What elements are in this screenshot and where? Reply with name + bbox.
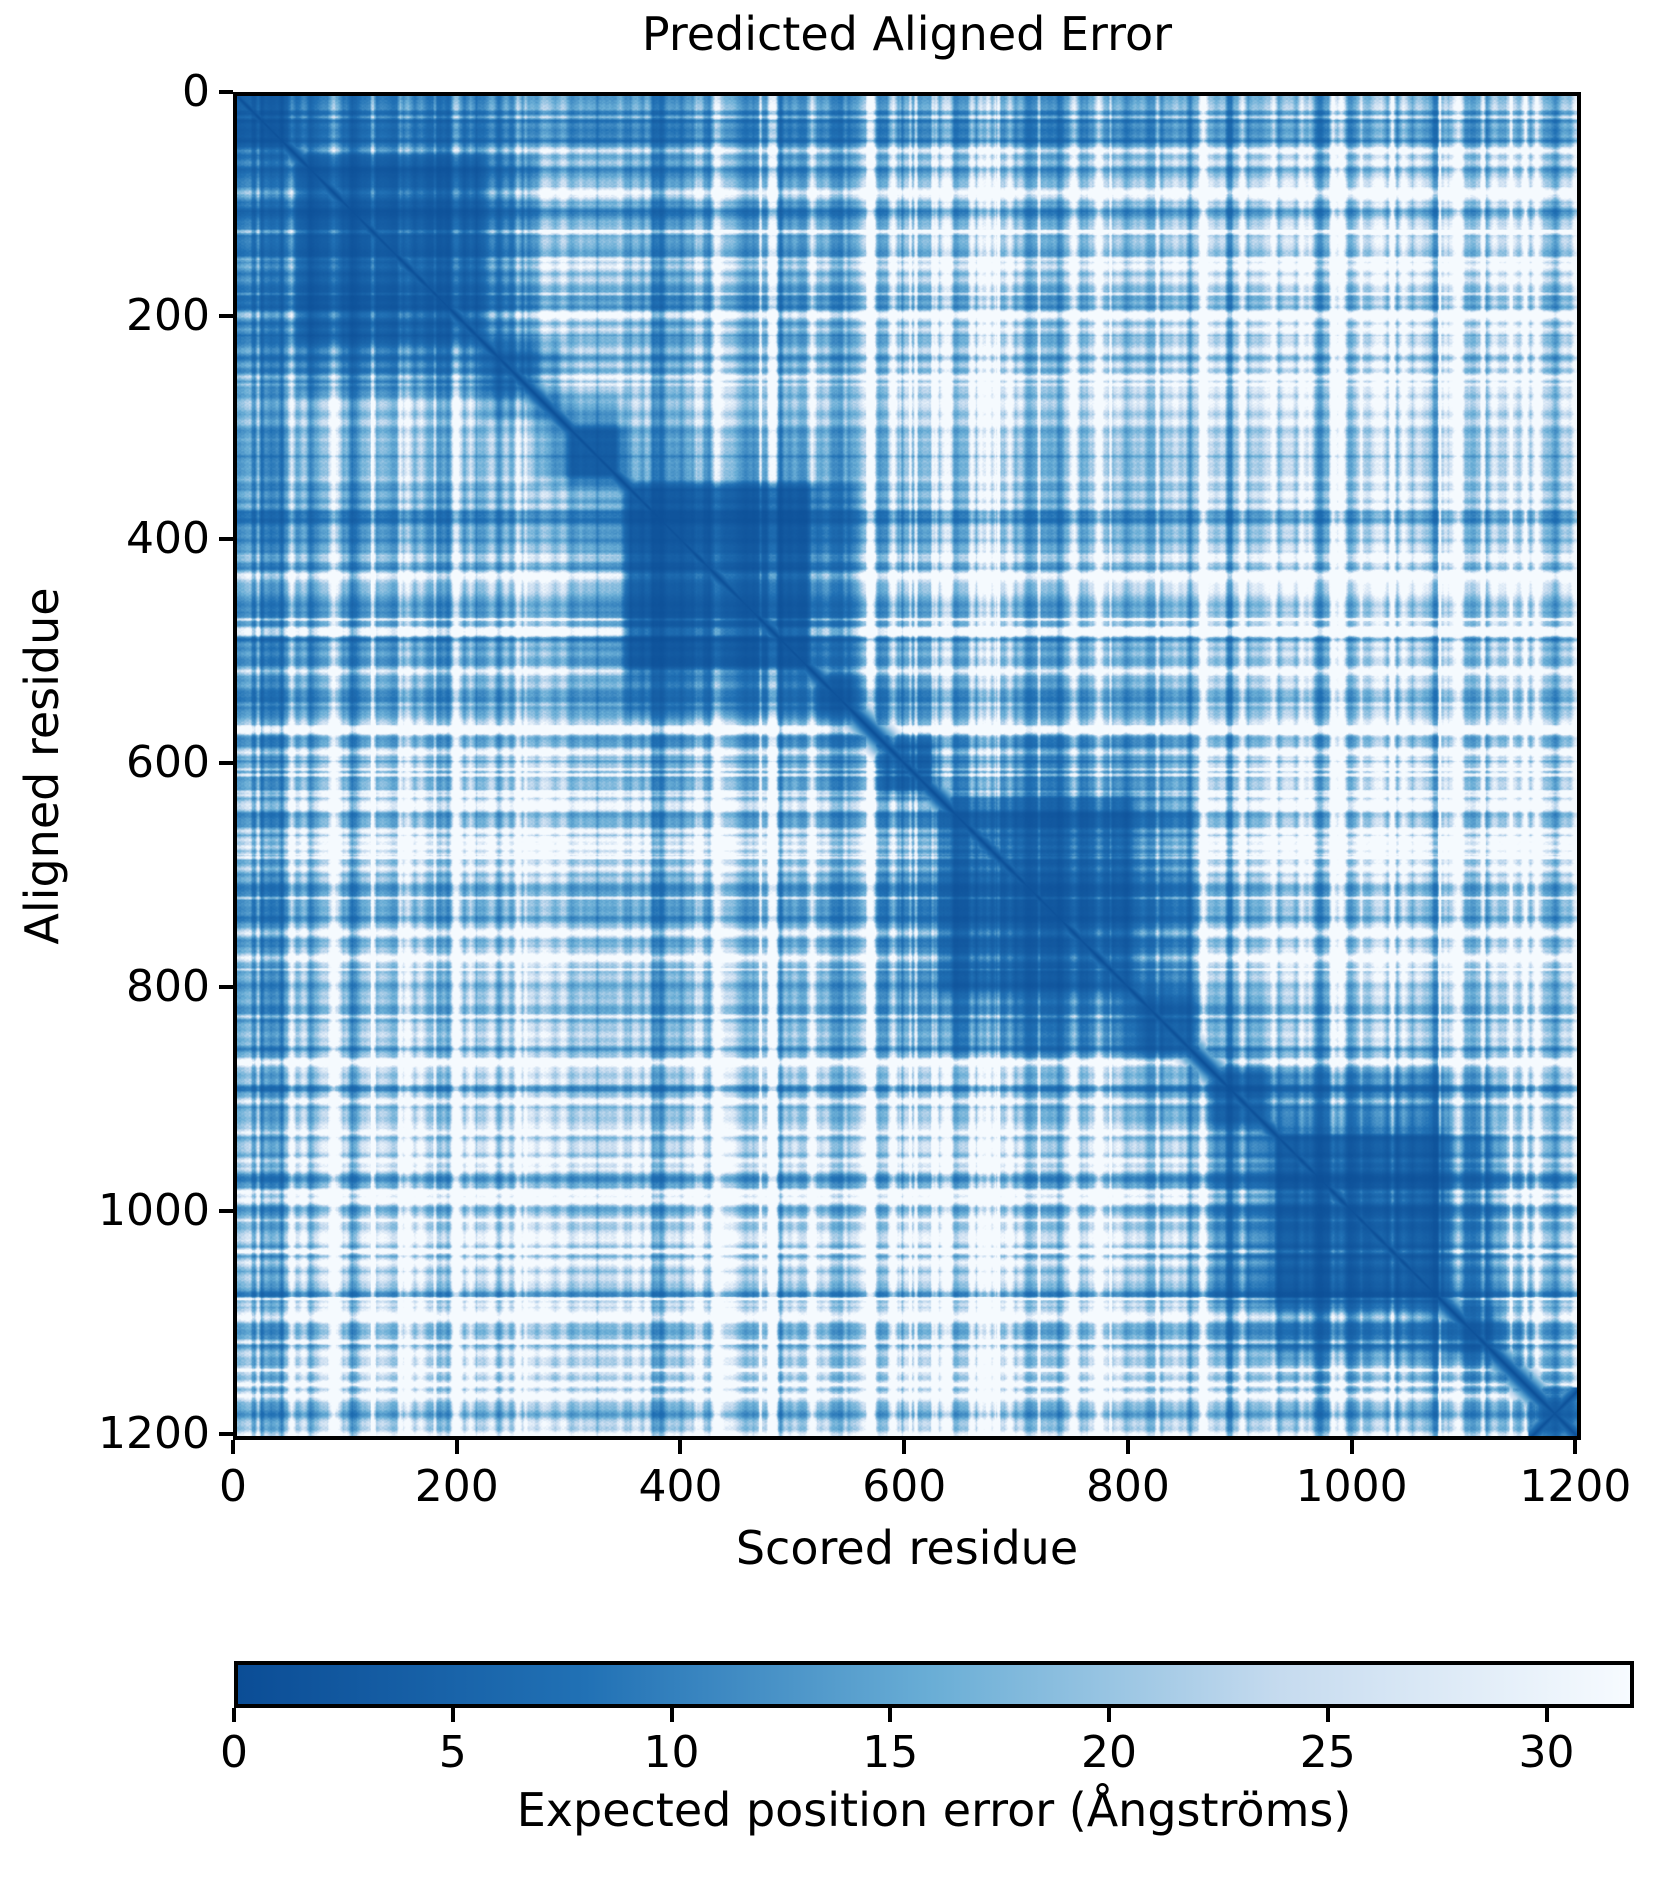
colorbar-tick-mark [450,1708,455,1722]
y-tick-mark [219,90,233,94]
pae-heatmap [233,92,1581,1440]
x-tick-label: 400 [638,1461,723,1512]
y-tick-label: 800 [126,960,210,1012]
colorbar-tick-label: 20 [1081,1727,1137,1778]
x-tick-label: 200 [414,1461,499,1512]
colorbar-tick-label: 0 [220,1727,248,1778]
y-tick-label: 0 [182,66,210,117]
colorbar-tick-mark [1544,1708,1549,1722]
colorbar-tick-label: 30 [1518,1727,1575,1778]
x-tick-mark [454,1440,459,1454]
colorbar-tick-mark [669,1708,674,1722]
x-tick-mark [1349,1440,1354,1454]
x-tick-mark [1573,1440,1578,1454]
y-tick-label: 400 [126,513,210,565]
y-tick-label: 200 [126,289,210,341]
chart-title: Predicted Aligned Error [641,7,1173,61]
y-tick-mark [219,537,233,542]
plot-frame [233,92,1581,1440]
x-tick-mark [231,1440,235,1454]
colorbar-tick-label: 15 [862,1727,919,1778]
colorbar-tick-label: 5 [438,1727,467,1778]
x-tick-mark [678,1440,683,1454]
x-tick-mark [1125,1440,1130,1454]
y-tick-mark [219,984,233,989]
y-tick-mark [219,1432,233,1437]
y-tick-label: 1200 [98,1408,210,1460]
colorbar-gradient [234,1661,1634,1708]
x-tick-label: 1000 [1295,1461,1408,1512]
colorbar-label: Expected position error (Ångströms) [516,1783,1352,1837]
y-tick-mark [219,1208,233,1213]
colorbar-tick-mark [1107,1708,1111,1722]
colorbar-tick-label: 25 [1299,1727,1356,1778]
y-tick-label: 1000 [98,1184,210,1236]
x-tick-label: 800 [1085,1461,1170,1512]
y-tick-mark [219,313,233,318]
colorbar-tick-mark [1325,1708,1330,1722]
colorbar-tick-label: 10 [643,1727,700,1778]
x-tick-label: 600 [862,1461,947,1512]
x-tick-mark [902,1440,907,1454]
x-tick-label: 0 [219,1461,247,1512]
colorbar-tick-mark [232,1708,236,1722]
colorbar-tick-mark [888,1708,893,1722]
y-tick-mark [219,761,233,766]
x-tick-label: 1200 [1519,1461,1632,1512]
y-tick-label: 600 [126,737,210,789]
x-axis-label: Scored residue [735,1521,1079,1575]
